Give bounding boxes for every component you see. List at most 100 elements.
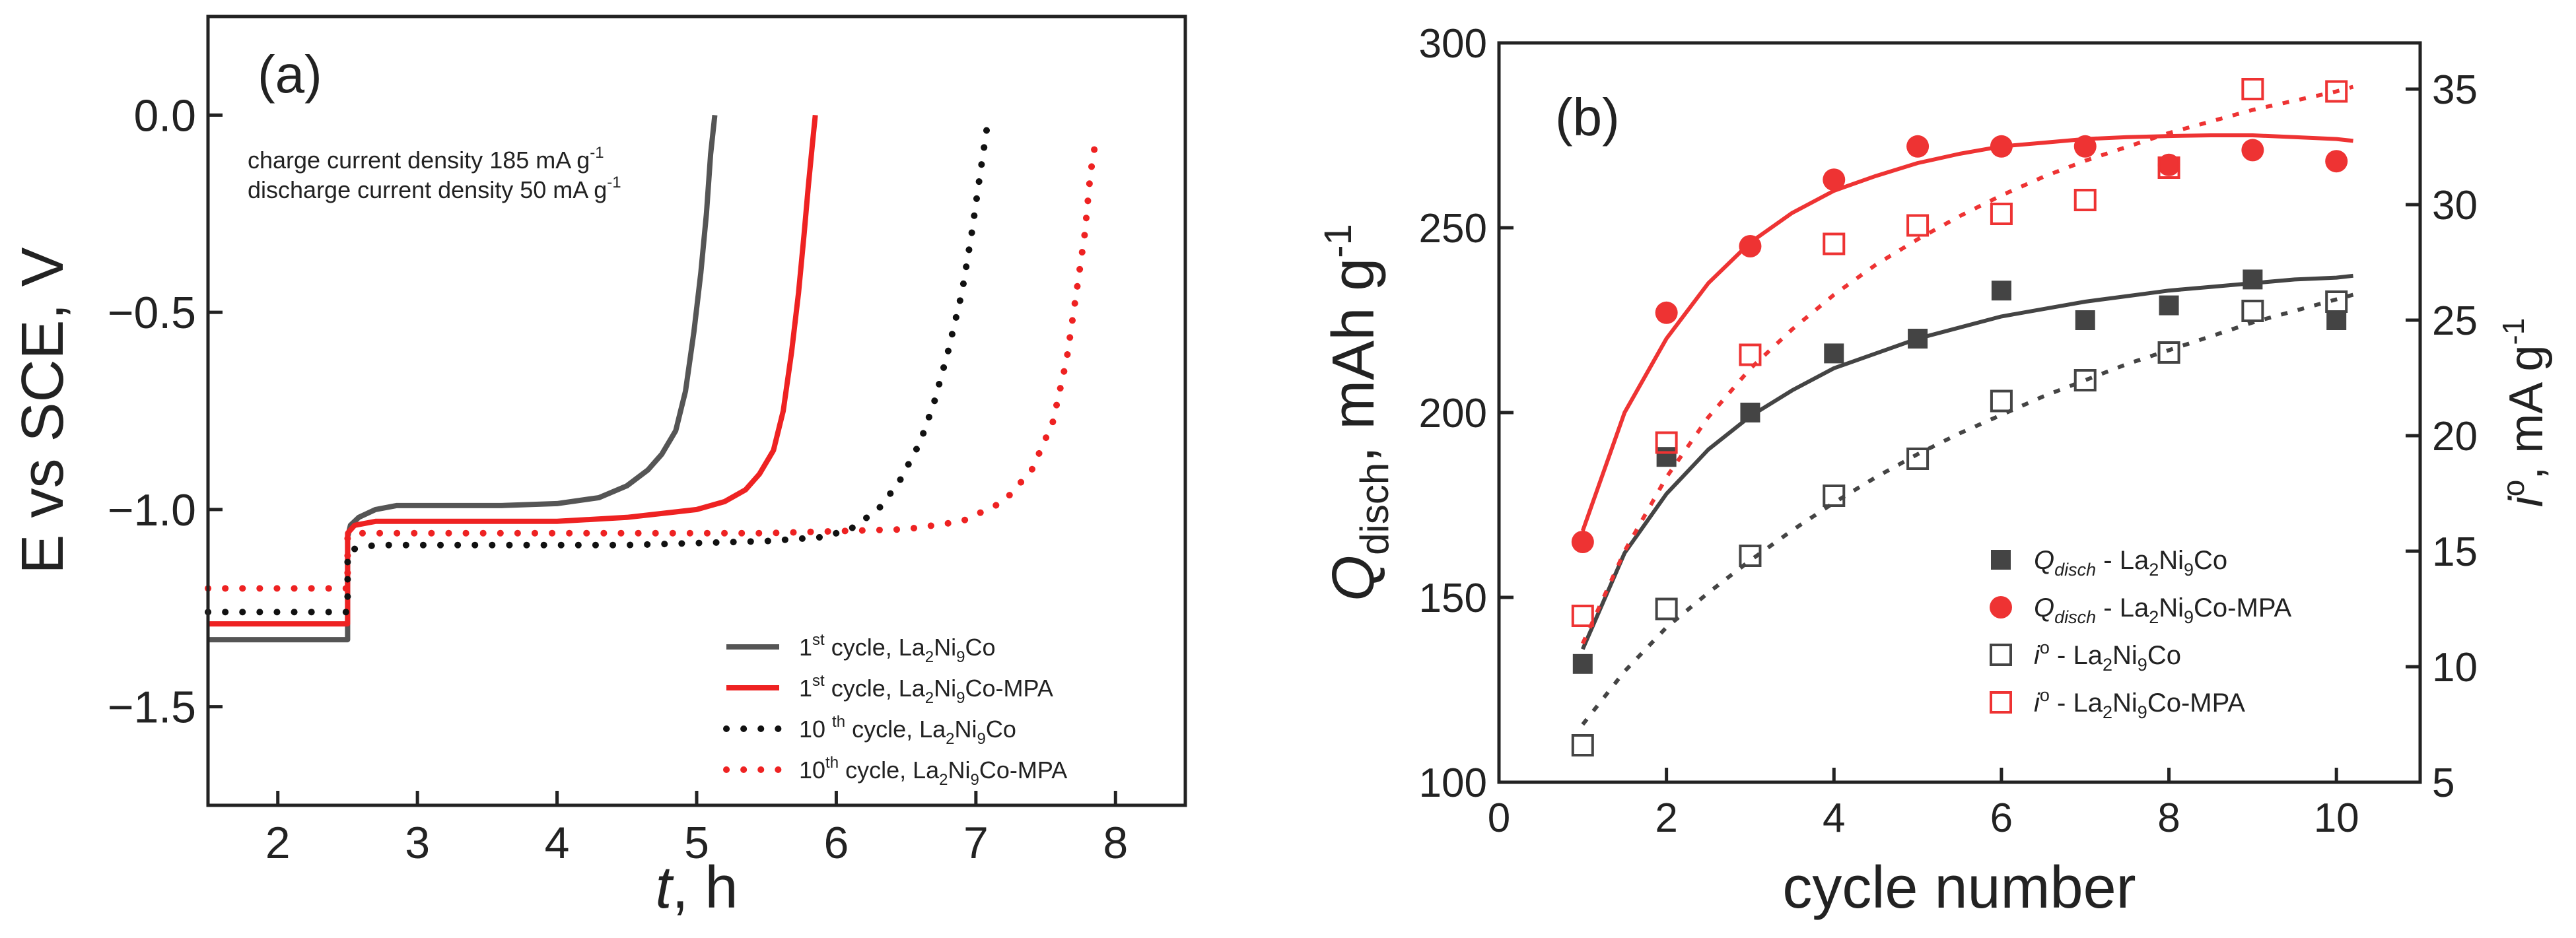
- chart-b-series-1-point: [1656, 447, 1677, 467]
- chart-b-y-ticks: 100 150 200 250 300: [1419, 21, 1514, 806]
- chart-a-x-tick-label: 5: [684, 818, 709, 868]
- chart-b-legend: Qdisch - La2Ni9Co Qdisch - La2Ni9Co-MPA io…: [1990, 546, 2292, 722]
- chart-b-legend-marker-3: [1990, 644, 2012, 666]
- chart-b-series-1-point: [1740, 403, 1760, 422]
- chart-b-series-4-point: [2241, 78, 2264, 100]
- chart-b-series-2-point: [2325, 150, 2348, 173]
- chart-b-y-tick-label: 300: [1419, 21, 1487, 67]
- chart-b-series-4-point: [1990, 203, 2013, 225]
- chart-b-series-4-point: [2325, 80, 2348, 103]
- chart-b-series-4-point: [2157, 156, 2180, 179]
- chart-a-x-tick-label: 6: [824, 818, 849, 868]
- chart-b-series-4-point: [1655, 431, 1678, 454]
- chart-a-legend-label-4: 10th cycle, La2Ni9Co-MPA: [799, 754, 1067, 789]
- chart-b-series-3-point: [1571, 734, 1594, 756]
- chart-a-x-axis-label: t, h: [655, 855, 738, 921]
- chart-a-series-4-line: [205, 135, 1099, 592]
- chart-a-series-layer: [205, 114, 1099, 643]
- chart-b-legend-marker-4: [1990, 691, 2012, 714]
- chart-b-series-3-point: [2157, 341, 2180, 364]
- chart-a-x-tick-label: 8: [1103, 818, 1128, 868]
- chart-a-y-tick-label: 0.0: [133, 90, 196, 141]
- chart-b-y-tick-label: 200: [1419, 391, 1487, 436]
- chart-b-panel-label: (b): [1555, 88, 1620, 147]
- chart-b-series-1-point: [1572, 653, 1593, 674]
- chart-b-series-3-point: [2073, 369, 2097, 391]
- chart-b-series-4-point: [1823, 232, 1846, 255]
- chart-b-series-2-point: [1655, 301, 1678, 324]
- chart-b-series-2-point: [1823, 168, 1846, 191]
- chart-b-series-1-point: [2326, 310, 2347, 330]
- chart-a-annotation-1: charge current density 185 mA g-1: [248, 144, 604, 174]
- chart-b-series-1-point: [2159, 295, 2179, 316]
- chart-b-series-4-point: [1906, 214, 1930, 237]
- chart-b-series-3-point: [2325, 290, 2348, 313]
- chart-b-series-2-point: [2241, 139, 2264, 162]
- chart-b-x-ticks: 0 2 4 6 8 10: [1488, 768, 2359, 841]
- chart-a-x-tick-label: 4: [545, 818, 570, 868]
- chart-b-legend-label-4: io - La2Ni9Co-MPA: [2034, 685, 2245, 722]
- chart-b-series-1-point: [1908, 329, 1928, 349]
- chart-b-series-3-point: [2241, 300, 2264, 322]
- chart-b-series-3-point: [1739, 545, 1762, 567]
- chart-b-y-tick-label: 100: [1419, 760, 1487, 806]
- chart-b-y2-ticks: 5 10 15 20 25 30 35: [2406, 67, 2478, 806]
- chart-b-legend-marker-1: [1991, 550, 2011, 570]
- chart-b-x-tick-label: 0: [1488, 795, 1510, 841]
- chart-a-legend-label-1: 1st cycle, La2Ni9Co: [799, 631, 996, 666]
- chart-a-legend: 1st cycle, La2Ni9Co 1st cycle, La2Ni9Co-M…: [723, 631, 1067, 789]
- chart-b-y2-tick-label: 25: [2432, 298, 2478, 344]
- chart-a-series-2-line: [208, 115, 818, 627]
- chart-a-series-1-line: [208, 114, 718, 643]
- chart-b-y-tick-label: 150: [1419, 576, 1487, 621]
- chart-a-x-tick-label: 3: [405, 818, 430, 868]
- chart-b-x-tick-label: 2: [1655, 795, 1677, 841]
- chart-b-legend-label-2: Qdisch - La2Ni9Co-MPA: [2034, 593, 2292, 627]
- chart-b-series-2-point: [2073, 135, 2097, 158]
- chart-b-legend-label-3: io - La2Ni9Co: [2034, 638, 2181, 675]
- chart-b-series-2-point: [2157, 153, 2180, 176]
- chart-b-series-1-point: [2075, 310, 2095, 330]
- chart-b-y2-tick-label: 15: [2432, 529, 2478, 575]
- chart-b: 0 2 4 6 8 10 100 150 200 250 300 5 10 15 20 25 30 35 (b…: [1317, 21, 2553, 921]
- chart-b-series-2-fit: [1580, 133, 2353, 532]
- chart-b-series-2-point: [1906, 135, 1930, 158]
- chart-b-y2-tick-label: 5: [2432, 760, 2454, 806]
- chart-a-panel-label: (a): [258, 45, 322, 104]
- chart-b-series-3-point: [1655, 597, 1678, 620]
- chart-b-y2-axis-label: io, mA g-1: [2496, 318, 2553, 508]
- chart-b-y-axis-label: Qdisch, mAh g-1: [1317, 224, 1397, 601]
- chart-a-x-ticks: 2 3 4 5 6 7 8: [265, 791, 1128, 868]
- chart-b-series-1-point: [1991, 281, 2011, 301]
- chart-b-x-tick-label: 10: [2314, 795, 2359, 841]
- chart-a-y-axis-label: E vs SCE, V: [10, 247, 76, 574]
- chart-b-y2-tick-label: 20: [2432, 414, 2478, 459]
- chart-a-x-tick-label: 2: [265, 818, 291, 868]
- chart-b-series-4-point: [1571, 605, 1594, 627]
- chart-a: 2 3 4 5 6 7 8 0.0 −0.5 −1.0 −1.5 (a) charge curre…: [10, 15, 1187, 921]
- chart-b-y2-tick-label: 10: [2432, 645, 2478, 690]
- chart-a-y-ticks: 0.0 −0.5 −1.0 −1.5: [108, 90, 223, 733]
- chart-a-annotation-2: discharge current density 50 mA g-1: [248, 174, 621, 203]
- chart-b-series-3-point: [1823, 485, 1846, 507]
- chart-b-x-tick-label: 4: [1823, 795, 1845, 841]
- chart-b-y2-tick-label: 30: [2432, 183, 2478, 228]
- chart-a-legend-label-2: 1st cycle, La2Ni9Co-MPA: [799, 672, 1053, 707]
- chart-a-legend-label-3: 10 th cycle, La2Ni9Co: [799, 713, 1016, 748]
- chart-b-series-3-point: [1906, 448, 1930, 470]
- chart-b-x-tick-label: 8: [2157, 795, 2180, 841]
- chart-b-x-axis-label: cycle number: [1782, 855, 2136, 921]
- chart-b-series-2-point: [1739, 235, 1762, 257]
- chart-b-y2-tick-label: 35: [2432, 67, 2478, 113]
- chart-b-series-layer: [1571, 78, 2354, 756]
- chart-b-legend-label-1: Qdisch - La2Ni9Co: [2034, 546, 2227, 580]
- chart-b-series-1-point: [2243, 269, 2263, 290]
- chart-b-series-4-point: [2073, 189, 2097, 211]
- chart-b-series-3-point: [1990, 389, 2013, 413]
- chart-b-legend-marker-2: [1990, 596, 2012, 619]
- chart-a-x-tick-label: 7: [963, 818, 989, 868]
- chart-b-x-tick-label: 6: [1990, 795, 2013, 841]
- chart-b-y-tick-label: 250: [1419, 206, 1487, 251]
- chart-b-series-4-point: [1739, 343, 1762, 366]
